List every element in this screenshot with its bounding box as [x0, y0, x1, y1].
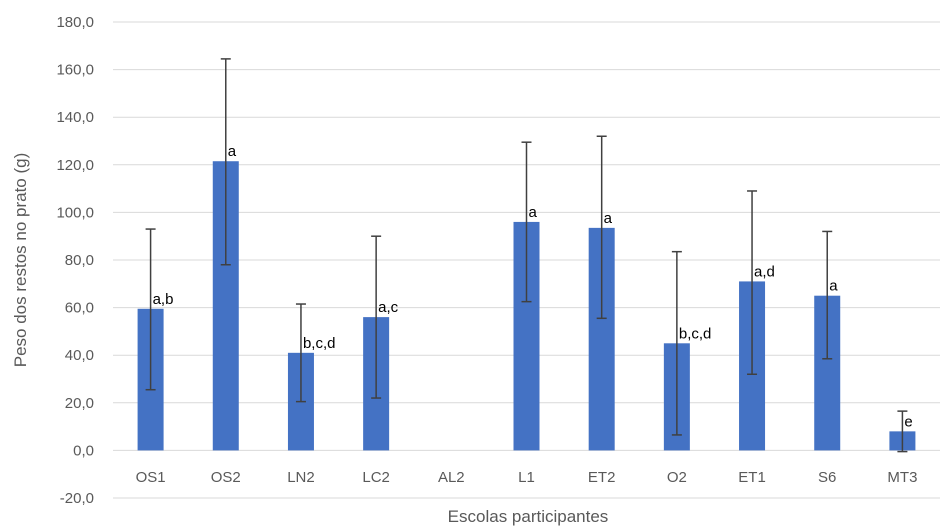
y-tick-label: 20,0: [65, 395, 94, 412]
y-tick-label: 60,0: [65, 300, 94, 317]
y-axis-ticks: -20,0 0,0 20,0 40,0 60,0 80,0 100,0 120,0 140,0 1…: [56, 14, 94, 507]
x-axis-ticks: OS1 OS2 LN2 LC2 AL2 L1 ET2 O2 ET1 S6 MT3: [136, 469, 918, 486]
significance-label: a: [829, 278, 838, 295]
y-tick-label: 40,0: [65, 347, 94, 364]
significance-labels: a,b a b,c,d a,c a a b,c,d a,d a e: [153, 143, 913, 430]
y-axis-title: Peso dos restos no prato (g): [11, 153, 30, 368]
y-tick-label: 180,0: [56, 14, 94, 31]
x-tick-label: ET1: [738, 469, 766, 486]
x-tick-label: ET2: [588, 469, 616, 486]
x-tick-label: OS1: [136, 469, 166, 486]
significance-label: a: [228, 143, 237, 160]
x-tick-label: LC2: [362, 469, 390, 486]
significance-label: b,c,d: [303, 335, 336, 352]
x-tick-label: O2: [667, 469, 687, 486]
significance-label: e: [904, 413, 912, 430]
significance-label: b,c,d: [679, 325, 712, 342]
x-tick-label: MT3: [887, 469, 917, 486]
x-tick-label: LN2: [287, 469, 315, 486]
x-tick-label: AL2: [438, 469, 465, 486]
x-tick-label: OS2: [211, 469, 241, 486]
significance-label: a: [529, 204, 538, 221]
significance-label: a,b: [153, 291, 174, 308]
y-tick-label: 140,0: [56, 109, 94, 126]
y-tick-label: 80,0: [65, 252, 94, 269]
y-tick-label: 160,0: [56, 62, 94, 79]
error-bars: [145, 58, 908, 453]
significance-label: a: [604, 210, 613, 227]
y-tick-label: 0,0: [73, 442, 94, 459]
y-tick-label: -20,0: [60, 490, 94, 507]
x-axis-title: Escolas participantes: [448, 507, 609, 526]
significance-label: a,c: [378, 299, 399, 316]
y-tick-label: 100,0: [56, 204, 94, 221]
x-tick-label: L1: [518, 469, 535, 486]
significance-label: a,d: [754, 263, 775, 280]
y-tick-label: 120,0: [56, 157, 94, 174]
x-tick-label: S6: [818, 469, 836, 486]
